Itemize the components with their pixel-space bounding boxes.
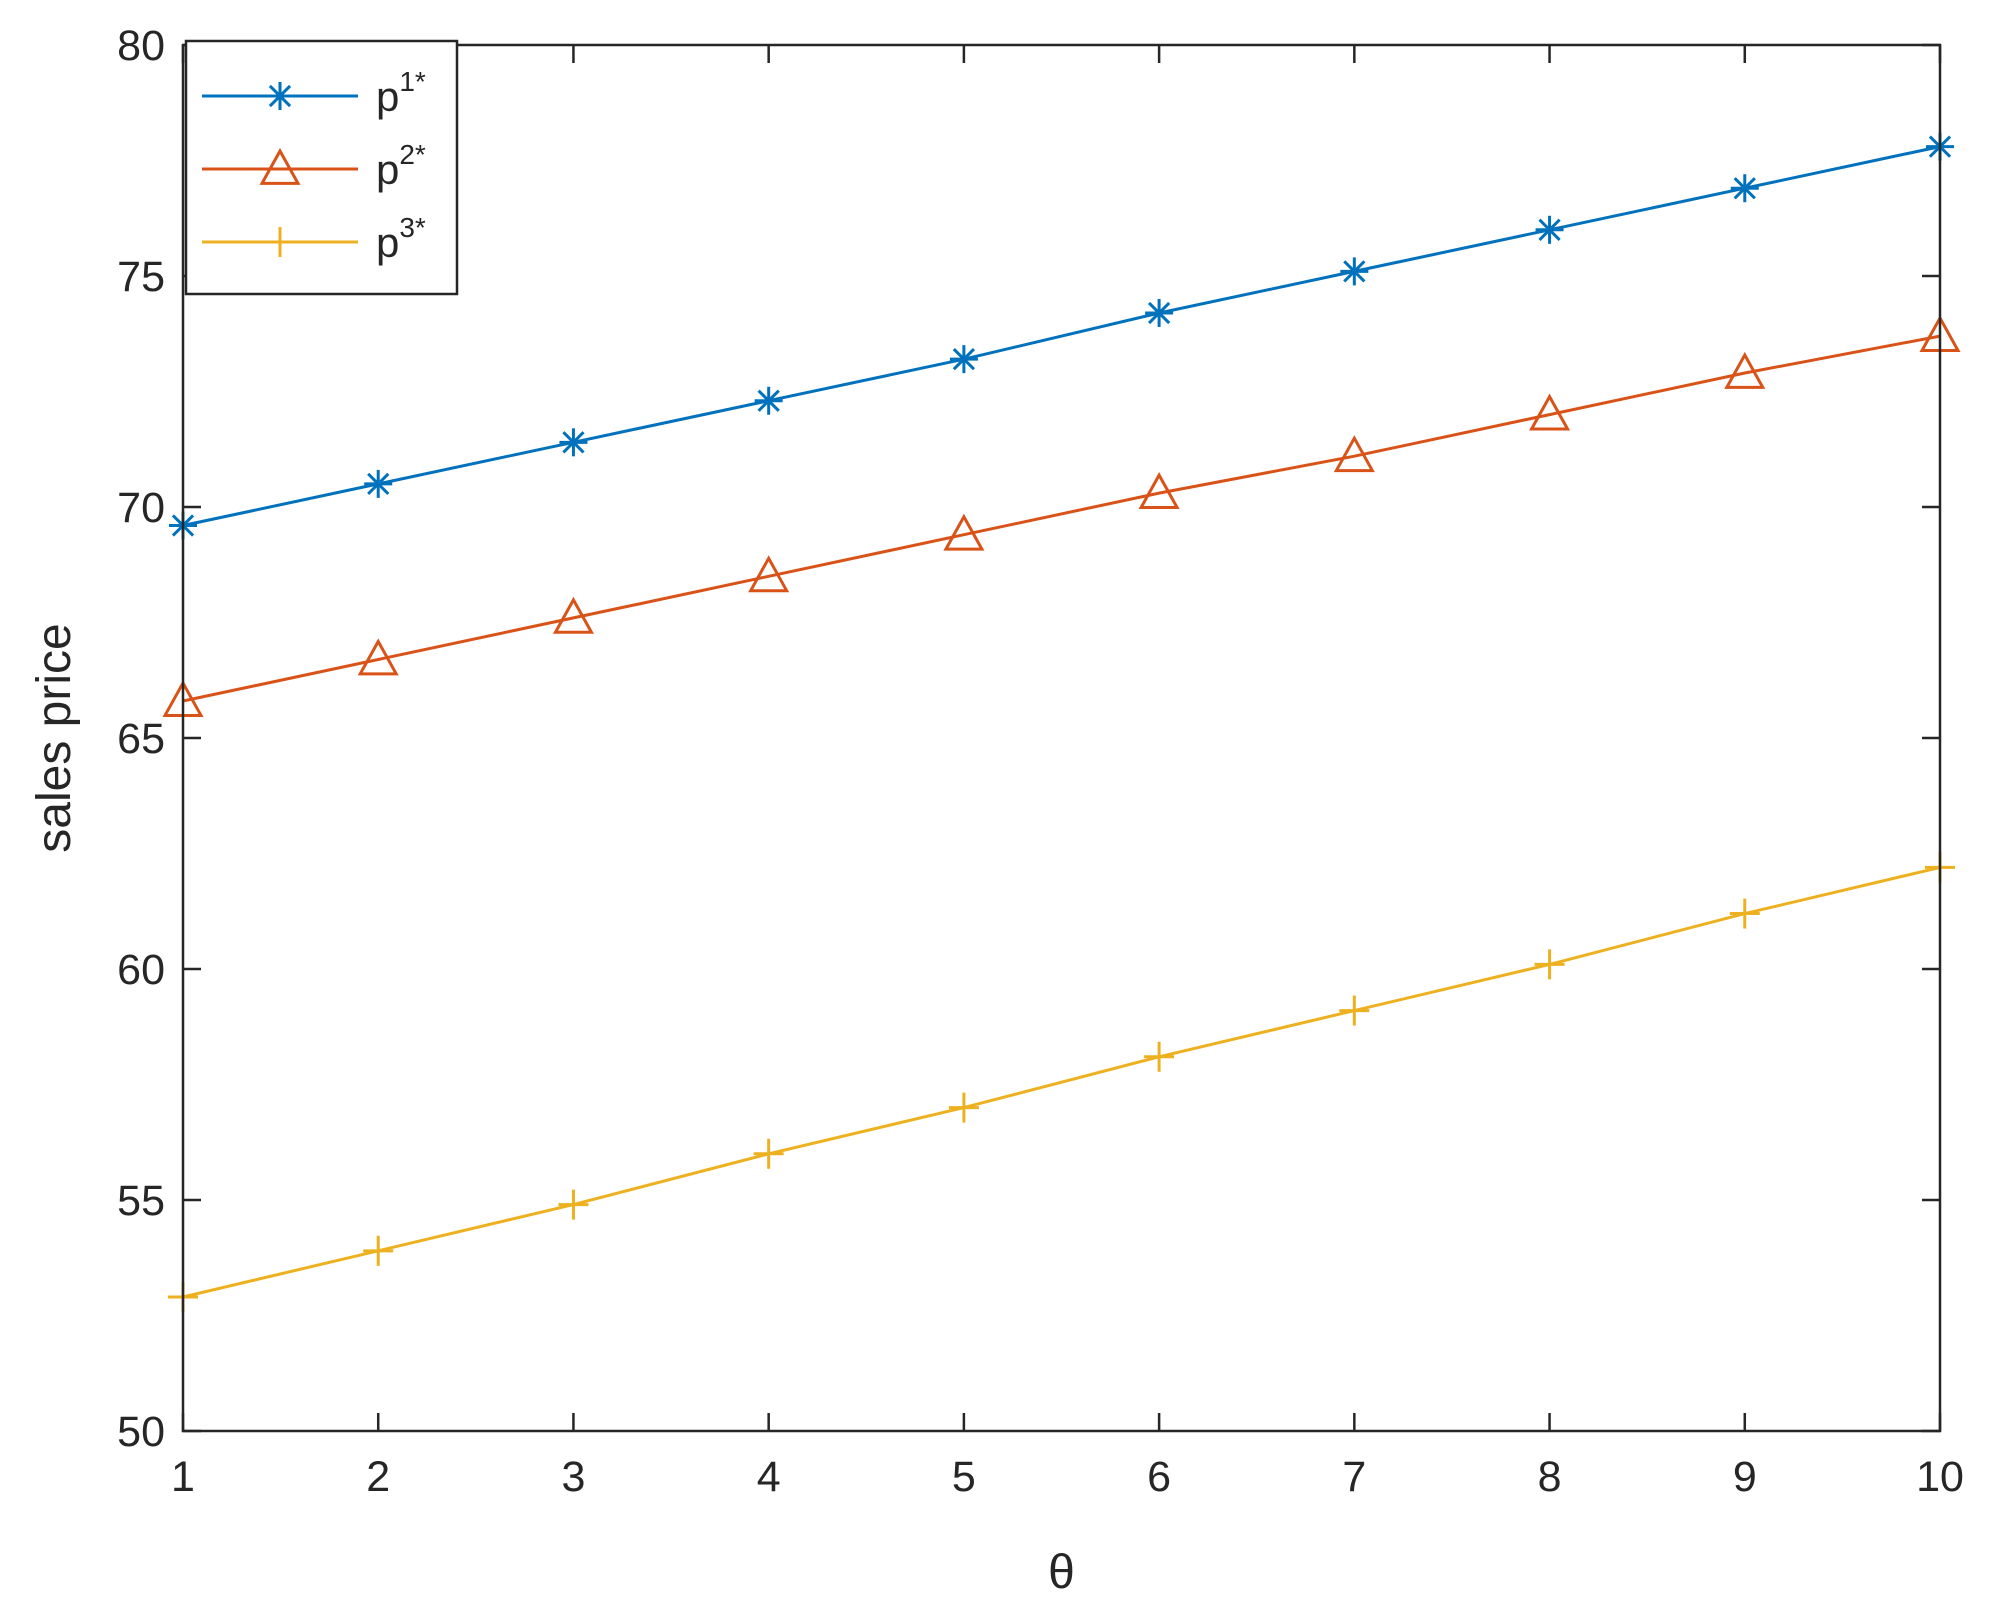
series-1-point-3 [559,428,588,457]
series-1-point-2 [364,469,393,498]
x-tick-label-10: 10 [1916,1453,1964,1501]
series-2 [162,314,1961,717]
legend: p1* p2* p3* [184,39,459,296]
series-3-point-8 [1534,949,1565,980]
series-1-point-5 [949,345,978,374]
series-1-point-9 [1730,174,1759,203]
x-tick-label-1: 1 [171,1453,195,1501]
y-axis-label: sales price [28,623,81,852]
x-axis-label: θ [1048,1546,1075,1599]
x-tick-label-8: 8 [1538,1453,1562,1501]
series-3-point-7 [1339,995,1370,1026]
series-2-point-9 [1724,351,1766,389]
x-tick-label-2: 2 [366,1453,390,1501]
legend-marker-2 [259,147,301,185]
x-tick-label-7: 7 [1342,1453,1366,1501]
series-1-point-6 [1145,298,1174,327]
legend-item-1: p1* [202,66,426,120]
series-line-2 [182,334,1941,703]
x-tick-label-3: 3 [561,1453,585,1501]
series-2-point-2 [357,638,399,676]
axes-layer: 1 2 3 4 5 6 7 8 9 10 50 55 60 65 70 75 80 [117,22,1964,1501]
series-1-point-8 [1535,215,1564,244]
series-1-point-4 [754,386,783,415]
x-tick-label-4: 4 [757,1453,781,1501]
series-3-point-9 [1729,898,1760,929]
series-2-point-4 [748,555,790,593]
legend-item-2: p2* [202,139,426,193]
y-tick-label-1: 50 [117,1408,165,1456]
series-line-1 [182,145,1941,527]
y-tick-label-5: 70 [117,484,165,532]
legend-label-1: p1* [376,66,426,120]
series-3-point-5 [948,1092,979,1123]
y-tick-label-7: 80 [117,22,165,70]
legend-label-2: p2* [376,139,426,193]
x-tick-label-6: 6 [1147,1453,1171,1501]
series-2-point-6 [1138,472,1180,510]
y-tick-label-6: 75 [117,253,165,301]
legend-item-3: p3* [202,212,426,266]
legend-marker-1 [266,82,294,110]
series-1-point-7 [1340,257,1369,286]
series-line-3 [182,865,1941,1299]
series-2-point-3 [552,596,594,634]
series-2-point-5 [943,513,985,551]
series-3-point-4 [753,1138,784,1169]
x-tick-label-5: 5 [952,1453,976,1501]
series-3-point-6 [1144,1041,1175,1072]
y-tick-label-3: 60 [117,946,165,994]
legend-label-3: p3* [376,212,426,266]
y-tick-label-2: 55 [117,1177,165,1225]
y-tick-label-4: 65 [117,715,165,763]
legend-marker-3 [265,227,295,257]
series-3-point-2 [363,1235,394,1266]
series-2-point-8 [1529,393,1571,431]
x-tick-label-9: 9 [1733,1453,1757,1501]
series-2-point-7 [1333,435,1375,473]
series-3-point-3 [558,1189,589,1220]
plot-area [183,45,1940,1431]
